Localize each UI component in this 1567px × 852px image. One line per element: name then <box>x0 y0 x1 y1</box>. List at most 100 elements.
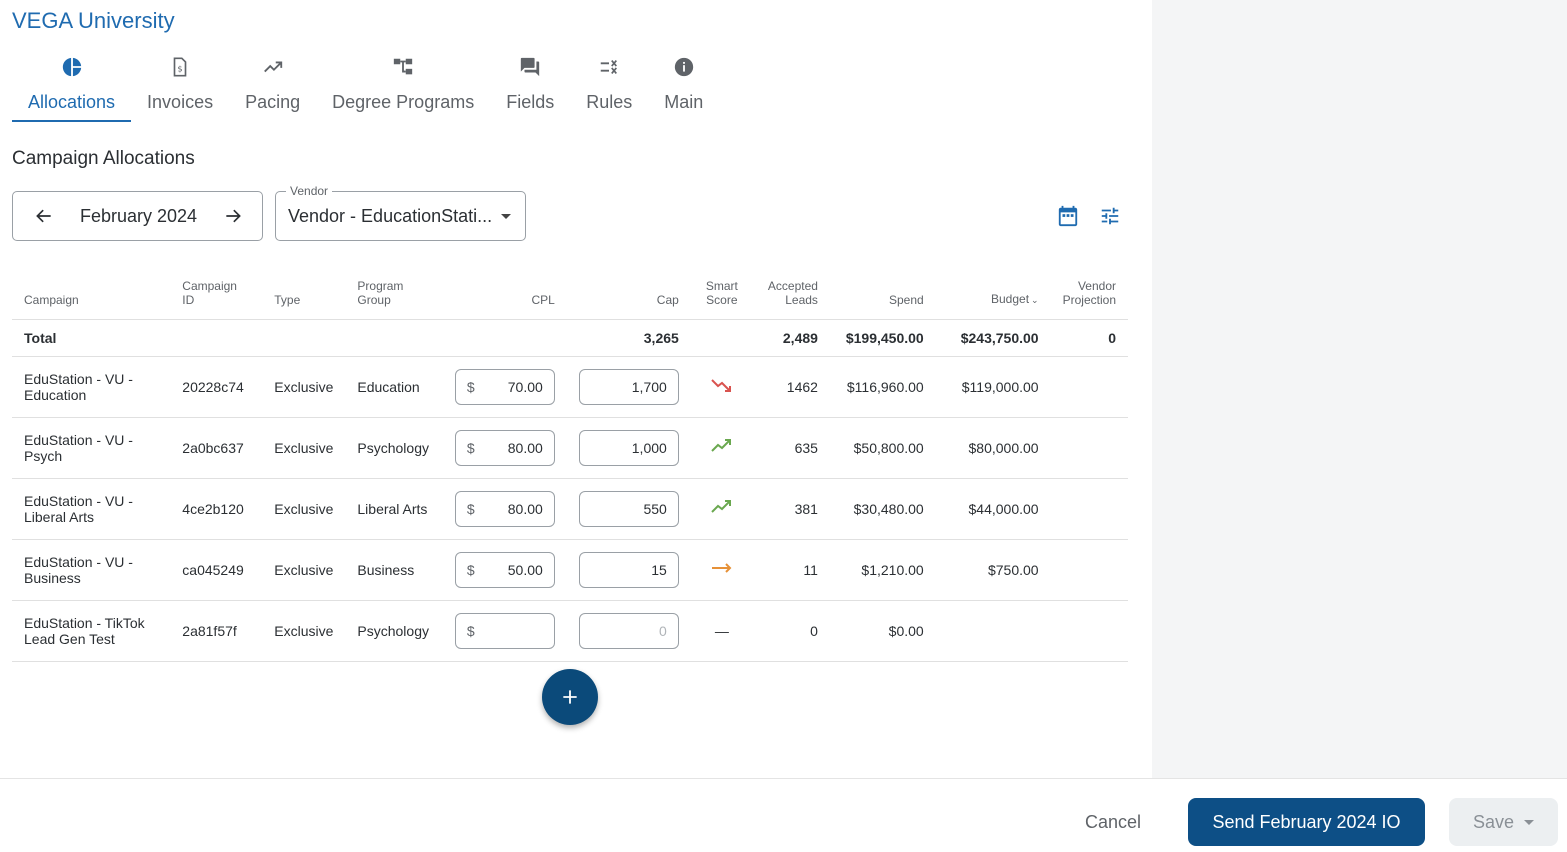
app-title: VEGA University <box>12 8 175 33</box>
vendor-select-label: Vendor <box>286 184 333 198</box>
trending-up-icon <box>262 56 284 78</box>
trending-down-icon <box>711 377 733 393</box>
header-spend: Spend <box>829 272 936 320</box>
save-button[interactable]: Save <box>1449 798 1558 846</box>
campaign-id: ca045249 <box>170 539 263 601</box>
cap-input[interactable]: 550 <box>578 490 679 527</box>
cpl-input[interactable]: $70.00 <box>454 368 555 405</box>
header-budget-label: Budget <box>991 291 1030 306</box>
tab-main[interactable]: Main <box>648 52 719 122</box>
program-group: Liberal Arts <box>345 478 443 540</box>
chat-icon <box>519 56 541 78</box>
header-campaign-id: Campaign ID <box>170 272 263 320</box>
spend: $1,210.00 <box>829 539 936 601</box>
cpl-input[interactable]: $80.00 <box>454 429 555 466</box>
header-vendor-projection: Vendor Projection <box>1050 272 1128 320</box>
total-budget: $243,750.00 <box>935 319 1051 357</box>
header-cap: Cap <box>566 272 691 320</box>
add-campaign-button[interactable] <box>542 669 598 725</box>
send-io-button[interactable]: Send February 2024 IO <box>1188 798 1425 846</box>
header-cpl: CPL <box>442 272 567 320</box>
spend: $50,800.00 <box>829 417 936 479</box>
cap-input[interactable]: 0 <box>578 612 679 649</box>
currency-prefix: $ <box>466 561 475 578</box>
tab-pacing[interactable]: Pacing <box>229 52 316 122</box>
cap-input[interactable]: 15 <box>578 551 679 588</box>
budget: $80,000.00 <box>935 417 1051 479</box>
tab-label: Allocations <box>28 92 116 112</box>
campaign-type: Exclusive <box>262 600 346 662</box>
budget <box>935 600 1051 662</box>
smart-score: — <box>690 600 753 662</box>
vendor-projection <box>1050 356 1128 418</box>
vendor-select-value: Vendor - EducationStati... <box>288 205 493 226</box>
pie-chart-icon <box>61 56 83 78</box>
campaign-type: Exclusive <box>262 417 346 479</box>
currency-prefix: $ <box>466 622 475 639</box>
campaign-name: EduStation - VU - Education <box>12 356 171 418</box>
smart-score <box>690 478 753 540</box>
header-campaign: Campaign <box>12 272 171 320</box>
table-row: EduStation - VU - Liberal Arts 4ce2b120 … <box>12 478 1128 540</box>
vendor-select[interactable]: Vendor Vendor - EducationStati... <box>275 184 526 241</box>
cap-placeholder: 0 <box>659 622 667 639</box>
budget: $119,000.00 <box>935 356 1051 418</box>
tab-invoices[interactable]: $ Invoices <box>131 52 229 122</box>
cpl-value: 80.00 <box>507 500 543 517</box>
tab-label: Invoices <box>147 92 214 112</box>
hierarchy-icon <box>392 56 414 78</box>
cap-value: 550 <box>643 500 667 517</box>
cpl-input[interactable]: $ <box>454 612 555 649</box>
program-group: Business <box>345 539 443 601</box>
program-group: Psychology <box>345 600 443 662</box>
smart-score <box>690 417 753 479</box>
cpl-input[interactable]: $50.00 <box>454 551 555 588</box>
tab-degree-programs[interactable]: Degree Programs <box>316 52 490 122</box>
cpl-value: 50.00 <box>507 561 543 578</box>
trending-up-icon <box>711 499 733 515</box>
program-group: Psychology <box>345 417 443 479</box>
allocations-table: Campaign Campaign ID Type Program Group … <box>12 272 1128 662</box>
tab-allocations[interactable]: Allocations <box>12 52 132 122</box>
trending-flat-icon <box>711 560 733 576</box>
tab-rules[interactable]: Rules <box>570 52 648 122</box>
arrow-right-icon[interactable] <box>222 205 244 227</box>
tab-fields[interactable]: Fields <box>490 52 570 122</box>
cap-value: 15 <box>651 561 667 578</box>
campaign-type: Exclusive <box>262 356 346 418</box>
cpl-input[interactable]: $80.00 <box>454 490 555 527</box>
plus-icon <box>563 690 577 704</box>
vendor-projection <box>1050 600 1128 662</box>
spend: $30,480.00 <box>829 478 936 540</box>
rule-icon <box>598 56 620 78</box>
vendor-projection <box>1050 478 1128 540</box>
campaign-name: EduStation - VU - Psych <box>12 417 171 479</box>
arrow-left-icon[interactable] <box>33 205 55 227</box>
cap-value: 1,700 <box>631 378 667 395</box>
header-accepted-leads: Accepted Leads <box>752 272 830 320</box>
tune-icon[interactable] <box>1099 205 1121 227</box>
header-budget[interactable]: Budget ⌄ <box>935 272 1051 320</box>
program-group: Education <box>345 356 443 418</box>
sort-chevron-icon: ⌄ <box>1031 294 1039 305</box>
campaign-name: EduStation - VU - Business <box>12 539 171 601</box>
campaign-type: Exclusive <box>262 539 346 601</box>
accepted-leads: 0 <box>752 600 830 662</box>
tab-label: Fields <box>506 92 555 112</box>
cap-input[interactable]: 1,000 <box>578 429 679 466</box>
accepted-leads: 11 <box>752 539 830 601</box>
header-program-group: Program Group <box>345 272 443 320</box>
vendor-projection <box>1050 539 1128 601</box>
total-accepted-leads: 2,489 <box>752 319 830 357</box>
cap-input[interactable]: 1,700 <box>578 368 679 405</box>
calendar-icon[interactable] <box>1057 205 1079 227</box>
currency-prefix: $ <box>466 378 475 395</box>
trending-up-icon <box>711 438 733 454</box>
chevron-down-icon <box>1524 819 1535 825</box>
currency-prefix: $ <box>466 439 475 456</box>
cancel-button[interactable]: Cancel <box>1084 811 1142 832</box>
cap-value: 1,000 <box>631 439 667 456</box>
save-label: Save <box>1472 811 1515 832</box>
tab-label: Rules <box>586 92 633 112</box>
accepted-leads: 635 <box>752 417 830 479</box>
